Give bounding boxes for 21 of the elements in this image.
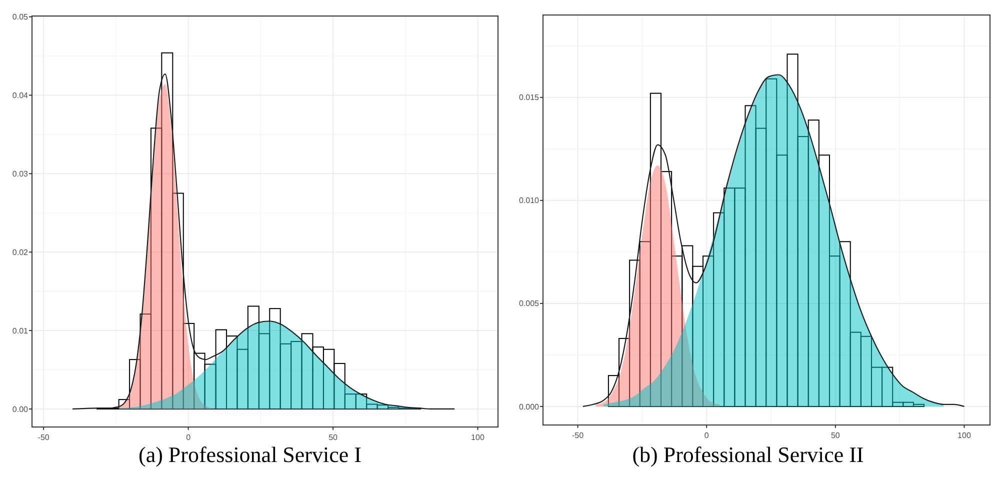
line-series bbox=[72, 73, 456, 410]
y-tick-label: 0.05 bbox=[12, 12, 29, 22]
y-tick-label: 0.010 bbox=[518, 196, 540, 206]
y-tick-label: 0.01 bbox=[12, 326, 29, 336]
x-tick-label: 50 bbox=[830, 431, 840, 440]
y-tick-label: 0.00 bbox=[12, 404, 29, 414]
x-tick-label: 100 bbox=[958, 431, 972, 440]
x-tick-label: -50 bbox=[572, 431, 584, 440]
x-tick-label: -50 bbox=[38, 433, 50, 442]
y-tick-label: 0.04 bbox=[12, 91, 29, 100]
y-tick-label: 0.000 bbox=[518, 402, 540, 412]
y-tick-label: 0.015 bbox=[518, 93, 540, 102]
y-tick-label: 0.03 bbox=[12, 169, 29, 178]
x-tick-label: 100 bbox=[471, 433, 485, 442]
text: (b) Professional Service II bbox=[632, 442, 864, 467]
y-tick-label: 0.005 bbox=[518, 299, 540, 308]
text: (a) Professional Service I bbox=[138, 442, 362, 467]
x-tick-label: 0 bbox=[186, 433, 192, 442]
x-tick-label: 0 bbox=[704, 431, 710, 440]
y-tick-label: 0.02 bbox=[12, 248, 29, 257]
x-tick-label: 50 bbox=[328, 433, 338, 442]
